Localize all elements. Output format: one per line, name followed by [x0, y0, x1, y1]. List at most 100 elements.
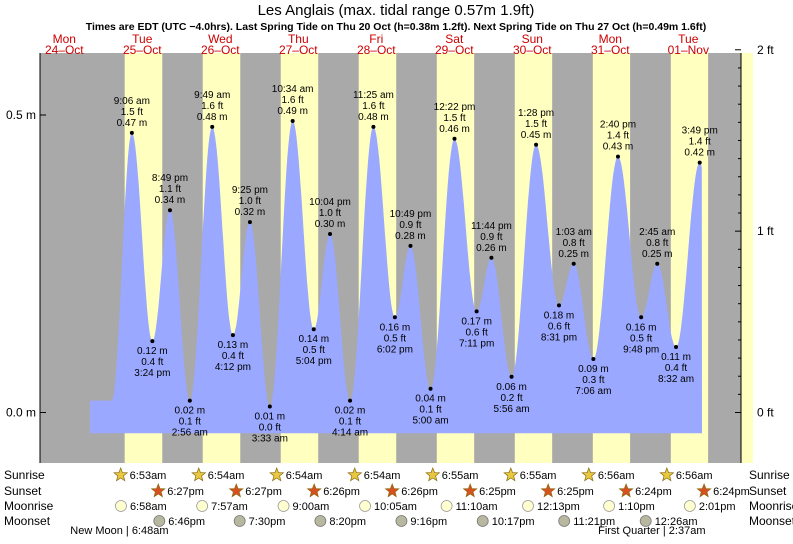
high-tide-label: 8:49 pm — [152, 173, 188, 184]
high-tide-label: 1.5 ft — [525, 119, 547, 130]
sunrise-icon — [113, 467, 129, 482]
high-tide-label: 0.48 m — [197, 112, 228, 123]
high-tide-label: 12:22 pm — [434, 102, 476, 113]
high-tide-marker — [489, 255, 494, 260]
low-tide-marker — [556, 303, 561, 308]
high-tide-label: 0.43 m — [603, 142, 634, 153]
sunrise-time: 6:54am — [364, 470, 401, 482]
almanac-row-label-right: Moonset — [749, 514, 793, 528]
moon-phase-label: First Quarter | 2:37am — [598, 525, 705, 537]
low-tide-label: 0.11 m — [661, 352, 691, 363]
sunset-time: 6:26pm — [323, 486, 360, 498]
day-name: Thu — [288, 32, 309, 46]
high-tide-label: 3:49 pm — [682, 126, 718, 137]
high-tide-label: 11:44 pm — [471, 221, 512, 232]
moonrise-icon — [603, 500, 616, 512]
sunset-icon — [306, 483, 322, 498]
sunset-time: 6:27pm — [245, 486, 282, 498]
high-tide-marker — [247, 220, 252, 225]
chart-title: Les Anglais (max. tidal range 0.57m 1.9f… — [258, 2, 535, 19]
low-tide-label: 7:06 am — [575, 386, 611, 397]
sunrise-icon — [347, 467, 363, 482]
low-tide-label: 0.12 m — [137, 346, 168, 357]
day-name: Tue — [132, 32, 153, 46]
moonrise-time: 10:05am — [374, 501, 417, 513]
moonset-time: 8:20pm — [329, 516, 366, 528]
high-tide-marker — [210, 124, 215, 129]
low-tide-marker — [428, 386, 433, 391]
high-tide-marker — [697, 160, 702, 165]
moonset-time: 6:46pm — [168, 516, 205, 528]
high-tide-marker — [129, 130, 134, 135]
low-tide-label: 0.16 m — [380, 322, 411, 333]
high-tide-marker — [571, 261, 576, 266]
low-tide-marker — [639, 315, 644, 320]
right-tick-label: 2 ft — [757, 43, 774, 57]
low-tide-marker — [474, 309, 479, 314]
low-tide-marker — [509, 374, 514, 379]
sunset-icon — [384, 483, 400, 498]
high-tide-marker — [655, 261, 660, 266]
low-tide-label: 0.06 m — [496, 382, 527, 393]
day-date: 24–Oct — [45, 43, 84, 57]
almanac-row-label-left: Moonset — [4, 514, 51, 528]
high-tide-marker — [290, 118, 295, 123]
sunrise-time: 6:55am — [520, 470, 557, 482]
sunrise-icon — [659, 467, 675, 482]
almanac-row-label-right: Moonrise — [749, 499, 793, 513]
day-name: Wed — [208, 32, 232, 46]
moonrise-icon — [115, 500, 127, 512]
sunset-time: 6:24pm — [635, 486, 672, 498]
sunset-icon — [462, 483, 478, 498]
sunset-time: 6:25pm — [479, 486, 516, 498]
low-tide-label: 3:24 pm — [134, 368, 170, 379]
moonrise-icon — [522, 500, 534, 512]
day-date: 29–Oct — [435, 43, 474, 57]
high-tide-label: 0.25 m — [558, 249, 589, 260]
sunrise-icon — [581, 467, 597, 482]
high-tide-marker — [534, 142, 539, 147]
low-tide-marker — [187, 398, 192, 403]
high-tide-label: 0.49 m — [277, 106, 308, 117]
moonrise-time: 2:01pm — [699, 501, 736, 513]
high-tide-label: 1.0 ft — [319, 208, 341, 219]
low-tide-label: 0.4 ft — [141, 357, 163, 368]
moonset-icon — [233, 515, 246, 527]
high-tide-label: 0.28 m — [395, 231, 426, 242]
sunset-icon — [150, 483, 166, 498]
low-tide-label: 0.3 ft — [582, 375, 604, 386]
moonset-time: 10:17pm — [492, 516, 535, 528]
sunrise-icon — [503, 467, 519, 482]
low-tide-label: 4:12 pm — [215, 362, 251, 373]
high-tide-label: 1:03 am — [556, 227, 592, 238]
high-tide-label: 2:40 pm — [600, 120, 636, 131]
low-tide-label: 8:32 am — [658, 374, 694, 385]
day-name: Tue — [678, 32, 699, 46]
chart-subtitle: Times are EDT (UTC −4.0hrs). Last Spring… — [86, 21, 707, 33]
sunset-icon — [618, 483, 634, 498]
low-tide-label: 7:11 pm — [459, 338, 494, 349]
high-tide-label: 0.34 m — [155, 195, 186, 206]
low-tide-label: 0.4 ft — [222, 351, 244, 362]
low-tide-label: 0.17 m — [461, 316, 492, 327]
low-tide-marker — [267, 404, 272, 409]
day-headers: Mon24–OctTue25–OctWed26–OctThu27–OctFri2… — [45, 32, 709, 57]
moonrise-time: 6:58am — [130, 501, 167, 513]
high-tide-label: 9:06 am — [114, 96, 150, 107]
moonset-time: 11:21pm — [573, 516, 615, 528]
low-tide-label: 2:56 am — [172, 428, 208, 439]
high-tide-label: 0.32 m — [235, 207, 266, 218]
day-date: 30–Oct — [513, 43, 552, 57]
high-tide-label: 1.5 ft — [443, 113, 465, 124]
sunrise-time: 6:56am — [598, 470, 635, 482]
high-tide-label: 0.30 m — [315, 219, 346, 230]
moonrise-icon — [277, 500, 290, 512]
sunset-icon — [540, 483, 556, 498]
almanac-row-label-right: Sunset — [749, 484, 787, 498]
high-tide-label: 1.0 ft — [239, 196, 261, 207]
high-tide-marker — [615, 154, 620, 159]
moonrise-time: 12:13pm — [537, 501, 580, 513]
high-tide-marker — [408, 243, 413, 248]
